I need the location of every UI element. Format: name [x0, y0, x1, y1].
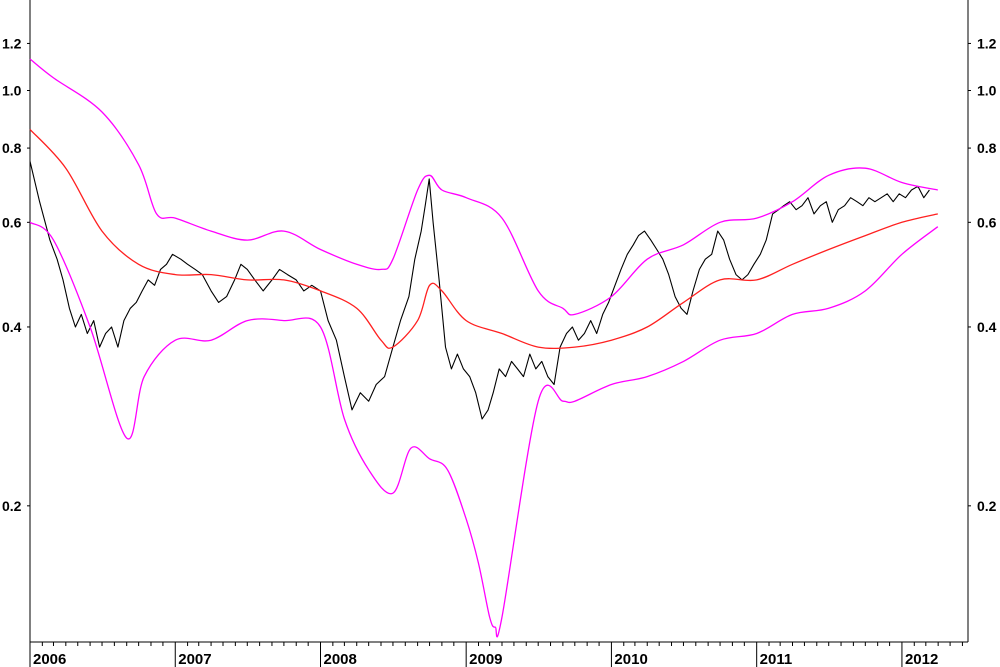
y-tick-label-left: 1.2 — [2, 35, 22, 51]
y-tick-label-left: 0.4 — [2, 319, 22, 335]
x-year-label: 2006 — [33, 651, 66, 667]
y-tick-label-right: 0.4 — [977, 319, 997, 335]
series-line-average — [29, 128, 938, 350]
y-tick-label-right: 0.2 — [977, 498, 997, 514]
y-tick-label-left: 0.8 — [2, 140, 22, 156]
y-tick-label-right: 0.8 — [977, 140, 997, 156]
labels-layer: 0.2 0.2 0.4 0.4 0.6 0.6 0.8 0.8 1.0 1.0 1.2 1.2 2006… — [2, 35, 997, 667]
y-tick-label-right: 1.0 — [977, 82, 997, 98]
series-line-lower-band — [29, 221, 939, 638]
series-line-upper-band — [29, 58, 938, 316]
series-layer — [29, 58, 939, 638]
axes — [27, 0, 971, 667]
y-tick-label-right: 0.6 — [977, 214, 997, 230]
x-year-label: 2008 — [324, 651, 357, 667]
x-year-label: 2012 — [905, 651, 938, 667]
x-year-label: 2009 — [469, 651, 502, 667]
x-year-label: 2011 — [760, 651, 793, 667]
y-tick-label-left: 0.6 — [2, 214, 22, 230]
x-year-label: 2010 — [614, 651, 647, 667]
x-year-label: 2007 — [178, 651, 211, 667]
y-tick-label-left: 1.0 — [2, 82, 22, 98]
series-line-price — [29, 161, 930, 420]
y-tick-label-right: 1.2 — [977, 35, 997, 51]
y-tick-label-left: 0.2 — [2, 498, 22, 514]
